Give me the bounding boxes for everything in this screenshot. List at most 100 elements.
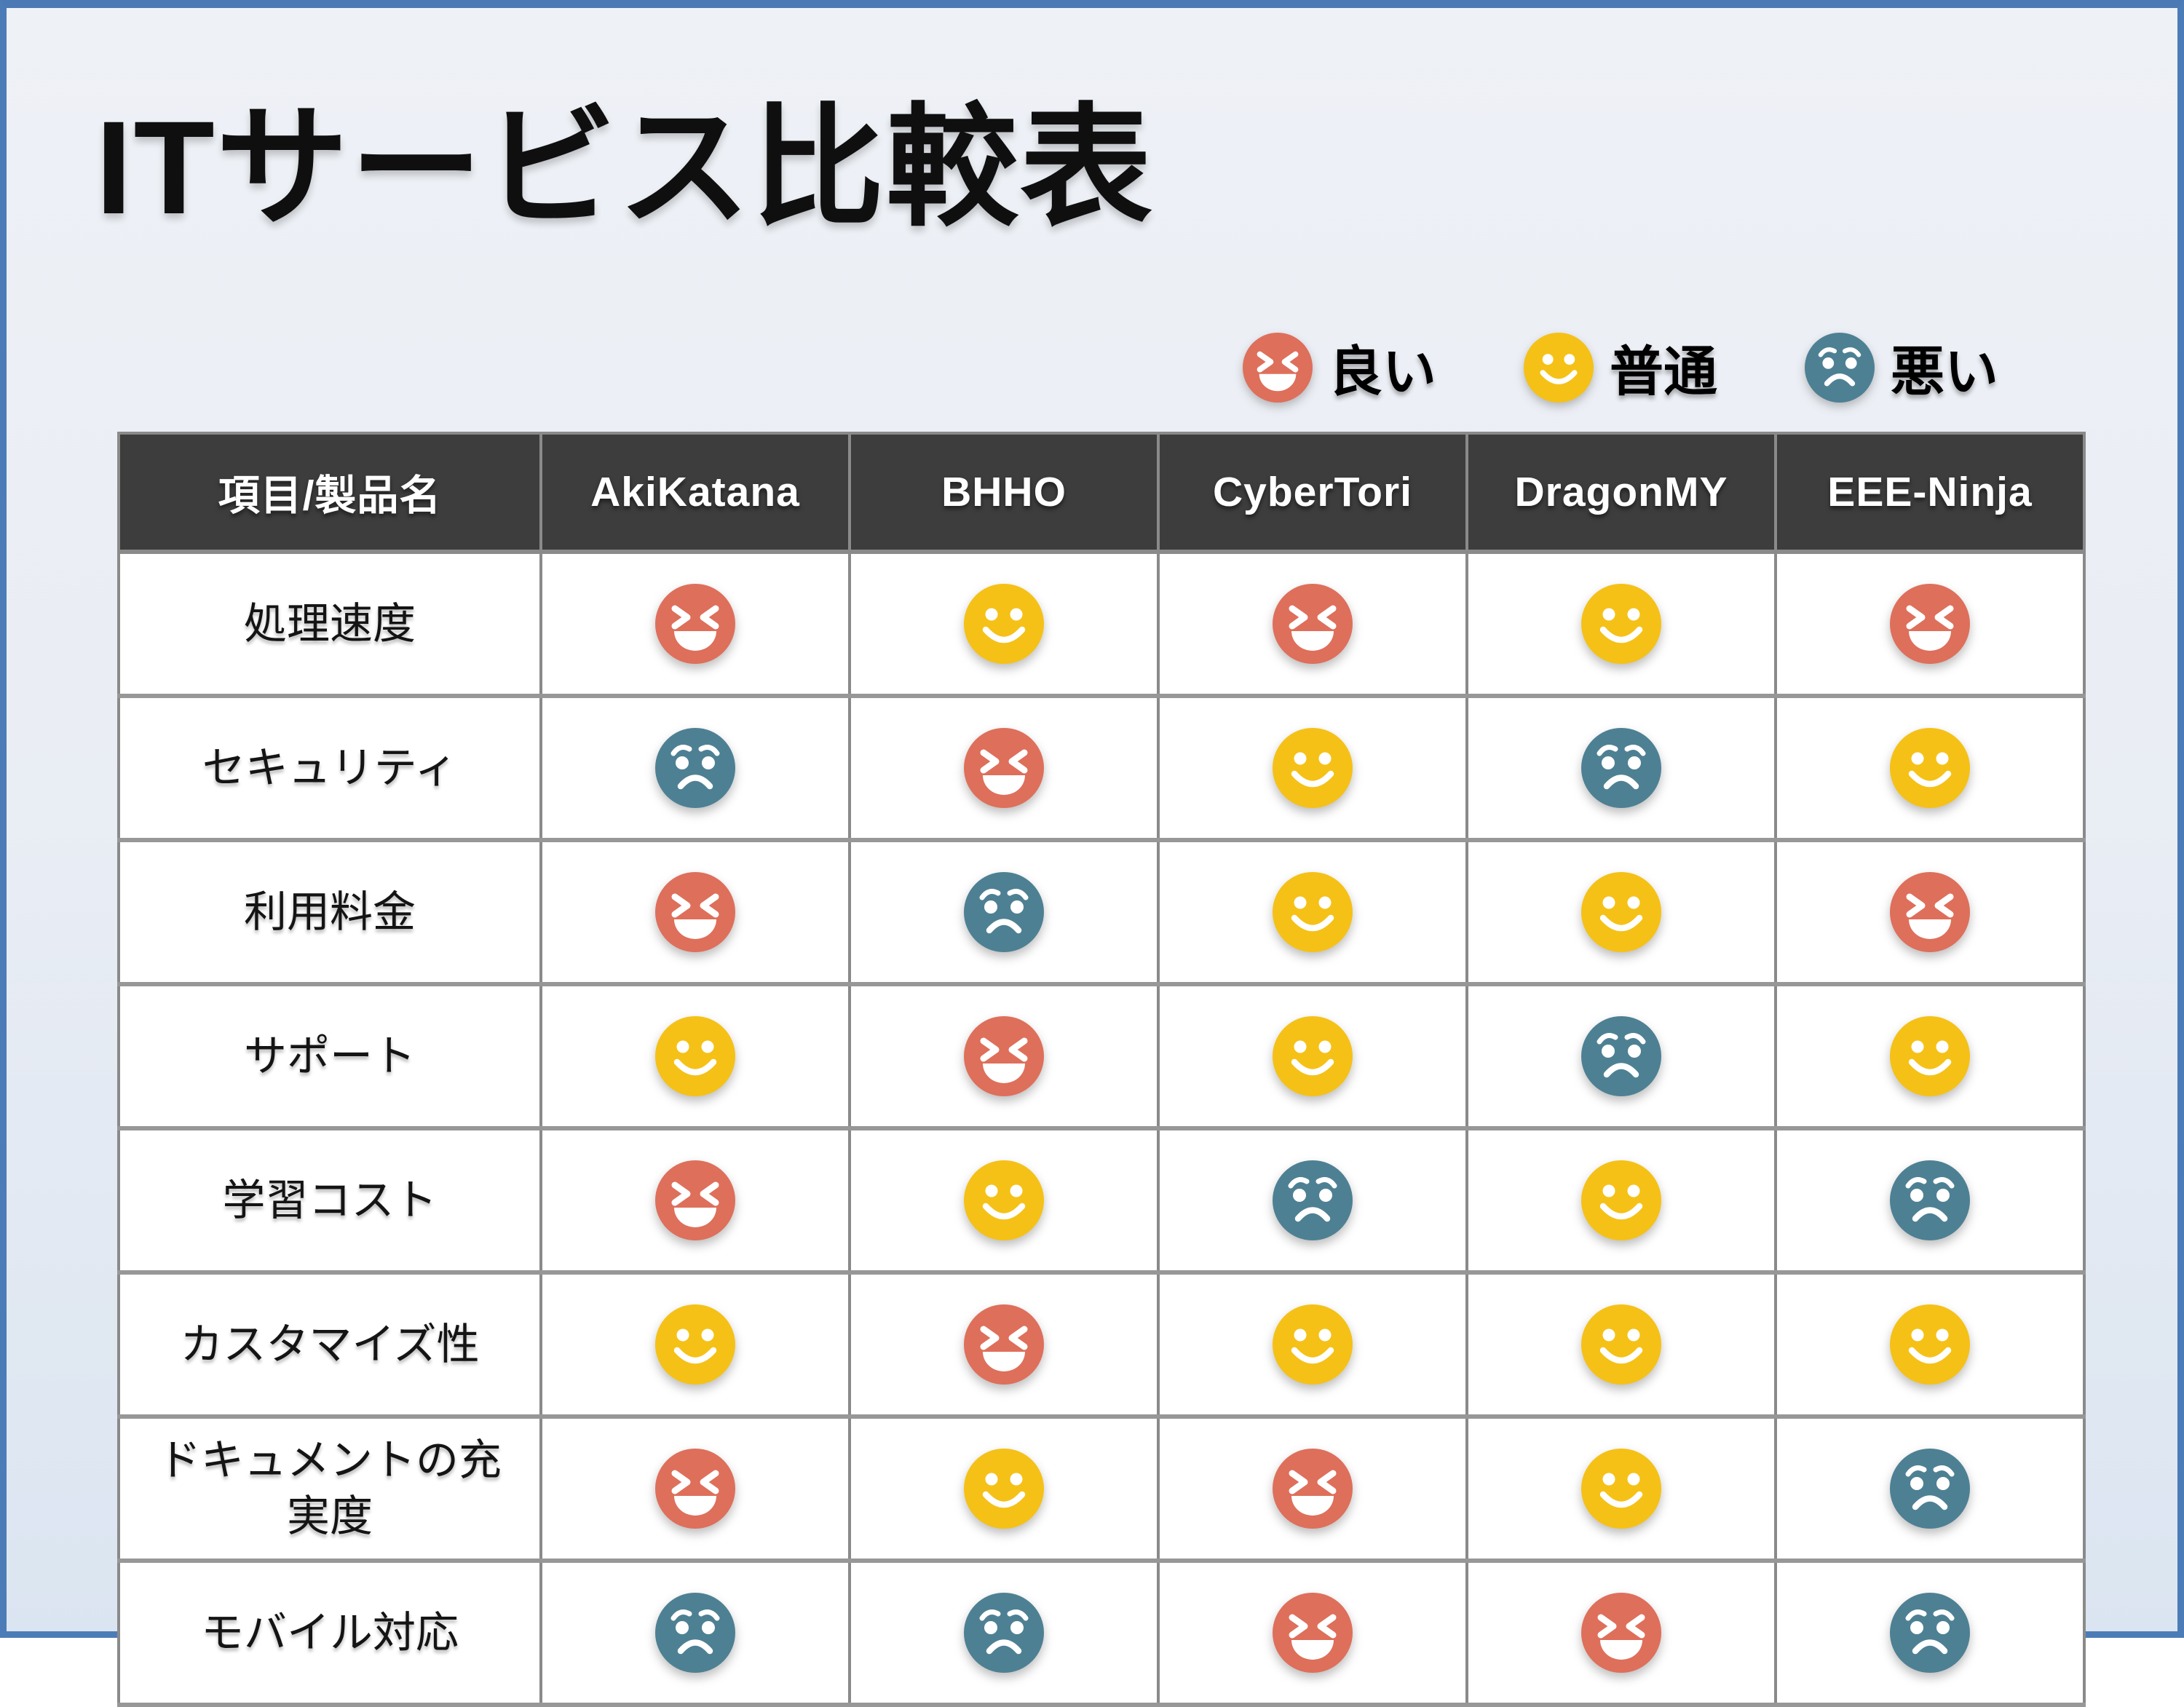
legend-label-good: 良い bbox=[1329, 341, 1436, 402]
worried-face-icon bbox=[1890, 1449, 1970, 1529]
rating-cell bbox=[539, 550, 851, 698]
row-label: 学習コスト bbox=[117, 1126, 542, 1275]
legend-item-bad: 悪い bbox=[1805, 328, 1998, 406]
rating-cell bbox=[1157, 1414, 1468, 1563]
smiling-face-icon bbox=[1890, 1304, 1970, 1385]
rating-cell bbox=[848, 982, 1160, 1130]
rating-cell bbox=[848, 1126, 1160, 1275]
smiling-face-icon bbox=[655, 1304, 735, 1385]
table-header-row: 項目/製品名 AkiKatana BHHO CyberTori DragonMY… bbox=[117, 432, 2086, 554]
worried-face-icon bbox=[1890, 1593, 1970, 1673]
smiling-face-icon bbox=[1273, 872, 1353, 952]
row-label: ドキュメントの充実度 bbox=[117, 1414, 542, 1563]
legend-label-normal: 普通 bbox=[1610, 341, 1717, 402]
table-row: ドキュメントの充実度 bbox=[117, 1414, 2086, 1563]
rating-cell bbox=[848, 1270, 1160, 1419]
rating-cell bbox=[1774, 1126, 2086, 1275]
laughing-face-icon bbox=[1273, 1593, 1353, 1673]
rating-cell bbox=[1465, 1414, 1777, 1563]
smiling-face-icon bbox=[964, 1449, 1044, 1529]
rating-cell bbox=[539, 1270, 851, 1419]
table-body: 処理速度 セキュリティ 利用料金 サポート 学習コスト カスタマイズ性 ドキュメントの充実度… bbox=[117, 550, 2086, 1707]
legend: 良い 普通 悪い bbox=[1243, 328, 1998, 406]
column-header-dragonmy: DragonMY bbox=[1465, 432, 1777, 554]
smiling-face-icon bbox=[655, 1016, 735, 1096]
table-row: 利用料金 bbox=[117, 838, 2086, 986]
laughing-face-icon bbox=[1243, 332, 1313, 403]
page-title: ITサービス比較表 bbox=[95, 93, 1154, 242]
rating-cell bbox=[1157, 982, 1468, 1130]
laughing-face-icon bbox=[655, 1449, 735, 1529]
row-label: サポート bbox=[117, 982, 542, 1130]
laughing-face-icon bbox=[964, 1016, 1044, 1096]
smiling-face-icon bbox=[1524, 332, 1594, 403]
laughing-face-icon bbox=[1581, 1593, 1661, 1673]
rating-cell bbox=[539, 694, 851, 842]
rating-cell bbox=[1157, 1126, 1468, 1275]
row-label: セキュリティ bbox=[117, 694, 542, 842]
smiling-face-icon bbox=[1273, 1304, 1353, 1385]
worried-face-icon bbox=[964, 1593, 1044, 1673]
rating-cell bbox=[1465, 838, 1777, 986]
legend-label-bad: 悪い bbox=[1891, 341, 1998, 402]
rating-cell bbox=[1157, 550, 1468, 698]
laughing-face-icon bbox=[1243, 332, 1313, 403]
smiling-face-icon bbox=[1890, 1016, 1970, 1096]
table-row: セキュリティ bbox=[117, 694, 2086, 842]
column-header-akikatana: AkiKatana bbox=[539, 432, 851, 554]
row-label: カスタマイズ性 bbox=[117, 1270, 542, 1419]
rating-cell bbox=[848, 694, 1160, 842]
rating-cell bbox=[1157, 1559, 1468, 1707]
worried-face-icon bbox=[1805, 332, 1875, 403]
legend-item-good: 良い bbox=[1243, 328, 1436, 406]
row-label: 利用料金 bbox=[117, 838, 542, 986]
rating-cell bbox=[1774, 838, 2086, 986]
column-header-eee-ninja: EEE-Ninja bbox=[1774, 432, 2086, 554]
worried-face-icon bbox=[655, 1593, 735, 1673]
worried-face-icon bbox=[1890, 1160, 1970, 1240]
rating-cell bbox=[539, 982, 851, 1130]
rating-cell bbox=[1465, 1270, 1777, 1419]
smiling-face-icon bbox=[964, 1160, 1044, 1240]
rating-cell bbox=[848, 838, 1160, 986]
laughing-face-icon bbox=[655, 584, 735, 664]
table-row: 処理速度 bbox=[117, 550, 2086, 698]
worried-face-icon bbox=[655, 728, 735, 808]
smiling-face-icon bbox=[1581, 872, 1661, 952]
laughing-face-icon bbox=[1890, 872, 1970, 952]
rating-cell bbox=[848, 550, 1160, 698]
rating-cell bbox=[539, 838, 851, 986]
rating-cell bbox=[1465, 1559, 1777, 1707]
laughing-face-icon bbox=[655, 872, 735, 952]
rating-cell bbox=[1157, 838, 1468, 986]
rating-cell bbox=[848, 1559, 1160, 1707]
laughing-face-icon bbox=[964, 728, 1044, 808]
rating-cell bbox=[1465, 982, 1777, 1130]
rating-cell bbox=[1774, 1270, 2086, 1419]
comparison-table: 項目/製品名 AkiKatana BHHO CyberTori DragonMY… bbox=[117, 432, 2086, 1707]
smiling-face-icon bbox=[1890, 728, 1970, 808]
laughing-face-icon bbox=[655, 1160, 735, 1240]
worried-face-icon bbox=[1273, 1160, 1353, 1240]
smiling-face-icon bbox=[1581, 584, 1661, 664]
laughing-face-icon bbox=[964, 1304, 1044, 1385]
rating-cell bbox=[1157, 1270, 1468, 1419]
legend-item-normal: 普通 bbox=[1524, 328, 1717, 406]
rating-cell bbox=[539, 1414, 851, 1563]
table-row: 学習コスト bbox=[117, 1126, 2086, 1275]
laughing-face-icon bbox=[1273, 1449, 1353, 1529]
table-row: サポート bbox=[117, 982, 2086, 1130]
rating-cell bbox=[539, 1559, 851, 1707]
worried-face-icon bbox=[1805, 332, 1875, 403]
smiling-face-icon bbox=[1581, 1160, 1661, 1240]
rating-cell bbox=[1157, 694, 1468, 842]
smiling-face-icon bbox=[964, 584, 1044, 664]
worried-face-icon bbox=[1581, 728, 1661, 808]
rating-cell bbox=[1465, 1126, 1777, 1275]
smiling-face-icon bbox=[1273, 728, 1353, 808]
rating-cell bbox=[1774, 1414, 2086, 1563]
table-row: カスタマイズ性 bbox=[117, 1270, 2086, 1419]
column-header-item-product: 項目/製品名 bbox=[117, 432, 542, 554]
smiling-face-icon bbox=[1524, 332, 1594, 403]
